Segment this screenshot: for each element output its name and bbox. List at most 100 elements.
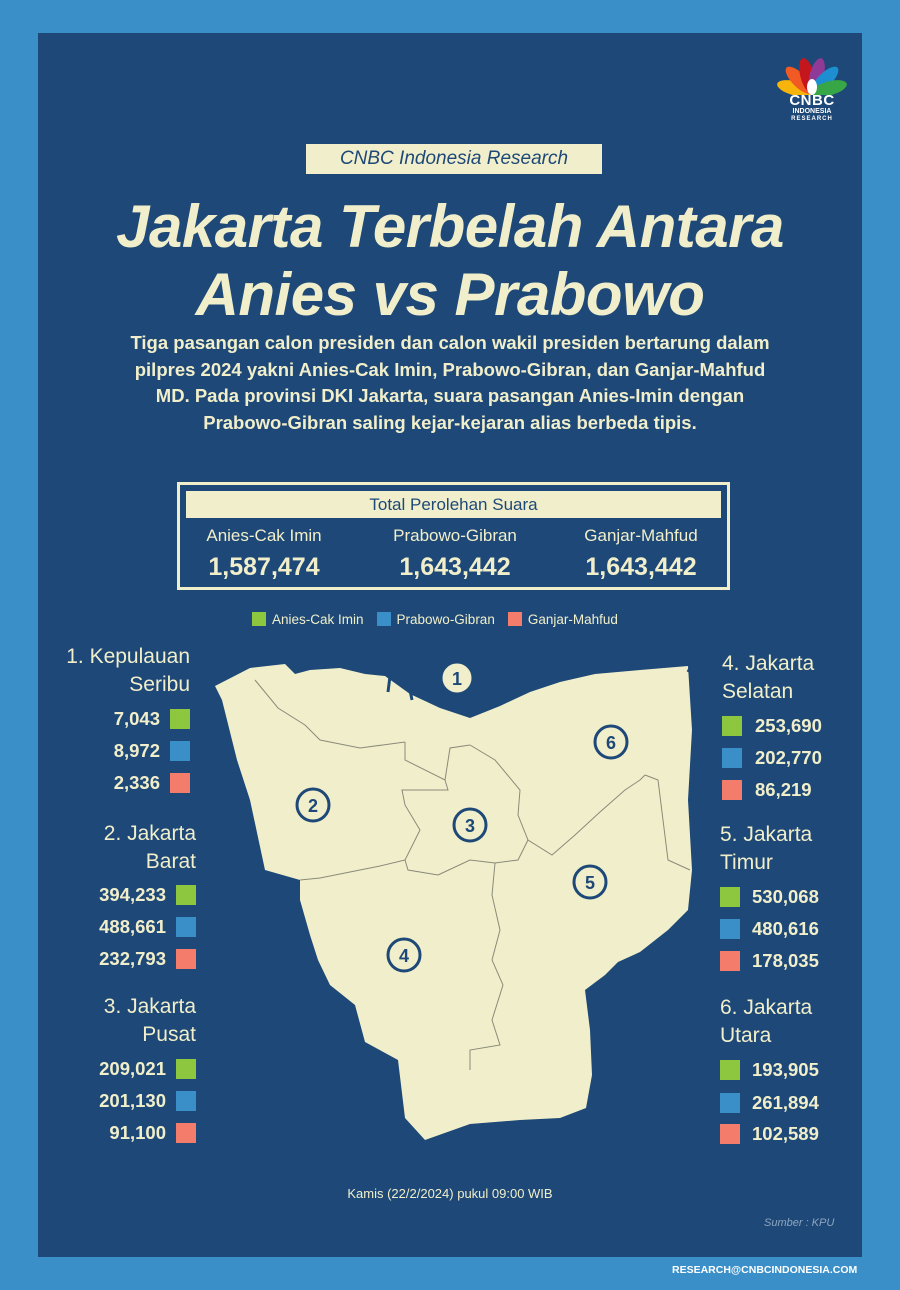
region-title: 5. Jakarta: [720, 823, 813, 846]
total-value: 1,643,442: [399, 553, 511, 581]
logo-text-indonesia: INDONESIA: [792, 108, 832, 115]
total-name: Anies-Cak Imin: [206, 526, 322, 545]
map-marker-4: [386, 937, 422, 973]
logo-text-research: RESEARCH: [791, 116, 833, 122]
region-value: 480,616: [752, 918, 819, 939]
swatch-blue: [176, 1091, 196, 1111]
region-value: 261,894: [752, 1092, 819, 1113]
region-title: 2. Jakarta: [103, 822, 196, 845]
region-value: 232,793: [99, 948, 166, 969]
swatch-red: [722, 780, 742, 800]
region-value: 530,068: [752, 886, 819, 907]
map-markers: [295, 660, 629, 973]
region-value: 178,035: [752, 950, 819, 971]
legend: Anies-Cak Imin Prabowo-Gibran Ganjar-Mah…: [252, 610, 631, 628]
region-title: 6. Jakarta: [720, 996, 813, 1019]
region-value: 86,219: [755, 779, 812, 800]
swatch-green: [176, 885, 196, 905]
region-jakarta-timur: 5. Jakarta Timur: [720, 821, 870, 877]
map-label-6: 6: [606, 733, 616, 753]
map-marker-6: [593, 724, 629, 760]
legend-swatch-green: [252, 612, 266, 626]
map-marker-3: [452, 807, 488, 843]
region-row-blue: 8,972: [60, 740, 190, 762]
region-row-green: 530,068: [720, 886, 860, 908]
region-value: 91,100: [109, 1122, 166, 1143]
region-row-green: 394,233: [60, 884, 196, 906]
region-title: Pusat: [142, 1023, 196, 1046]
region-title: Utara: [720, 1024, 772, 1047]
region-value: 202,770: [755, 747, 822, 768]
region-row-blue: 201,130: [60, 1090, 196, 1112]
region-jakarta-utara: 6. Jakarta Utara: [720, 994, 870, 1050]
total-value: 1,587,474: [208, 553, 320, 581]
region-row-red: 91,100: [60, 1122, 196, 1144]
total-prabowo: Prabowo-Gibran 1,643,442: [365, 525, 545, 583]
map-marker-1: [439, 660, 475, 696]
region-row-green: 7,043: [60, 708, 190, 730]
region-value: 7,043: [113, 708, 160, 729]
region-value: 8,972: [113, 740, 160, 761]
region-jakarta-selatan: 4. Jakarta Selatan: [722, 650, 872, 706]
swatch-red: [176, 949, 196, 969]
swatch-blue: [720, 919, 740, 939]
swatch-blue: [720, 1093, 740, 1113]
region-row-green: 193,905: [720, 1059, 860, 1081]
map-label-1: 1: [452, 669, 462, 689]
region-jakarta-pusat: 3. Jakarta Pusat: [40, 993, 196, 1049]
region-title: Selatan: [722, 680, 794, 703]
swatch-green: [722, 716, 742, 736]
swatch-green: [720, 1060, 740, 1080]
region-row-green: 253,690: [722, 715, 862, 737]
swatch-blue: [176, 917, 196, 937]
swatch-green: [176, 1059, 196, 1079]
region-value: 209,021: [99, 1058, 166, 1079]
coastline-detail: [386, 667, 692, 701]
swatch-blue: [170, 741, 190, 761]
map-marker-5: [572, 864, 608, 900]
map-marker-2: [295, 787, 331, 823]
swatch-red: [720, 1124, 740, 1144]
legend-item: Prabowo-Gibran: [376, 611, 495, 627]
legend-swatch-blue: [376, 612, 391, 626]
swatch-red: [170, 773, 190, 793]
legend-item: Ganjar-Mahfud: [507, 611, 618, 627]
swatch-green: [720, 887, 740, 907]
legend-label: Prabowo-Gibran: [396, 611, 495, 627]
region-row-red: 86,219: [722, 779, 862, 801]
total-value: 1,643,442: [585, 553, 697, 581]
region-value: 193,905: [752, 1059, 819, 1080]
description: Tiga pasangan calon presiden dan calon w…: [130, 332, 770, 433]
region-title: 4. Jakarta: [722, 652, 815, 675]
region-row-blue: 261,894: [720, 1092, 860, 1114]
legend-label: Ganjar-Mahfud: [527, 611, 618, 627]
source-note: Sumber : KPU: [764, 1217, 835, 1229]
jakarta-map-shape: [215, 664, 692, 1140]
total-name: Ganjar-Mahfud: [584, 526, 698, 545]
research-tag: CNBC Indonesia Research: [306, 144, 602, 174]
region-row-blue: 202,770: [722, 747, 862, 769]
region-value: 488,661: [99, 916, 166, 937]
region-title: Barat: [145, 850, 196, 873]
region-value: 394,233: [99, 884, 166, 905]
swatch-red: [176, 1123, 196, 1143]
totals-heading: Total Perolehan Suara: [186, 491, 721, 518]
region-row-red: 2,336: [60, 772, 190, 794]
region-value: 253,690: [755, 715, 822, 736]
total-name: Prabowo-Gibran: [393, 526, 517, 545]
swatch-red: [720, 951, 740, 971]
map-label-5: 5: [585, 873, 595, 893]
region-title: Seribu: [129, 673, 190, 696]
swatch-blue: [722, 748, 742, 768]
total-ganjar: Ganjar-Mahfud 1,643,442: [551, 525, 731, 583]
legend-label: Anies-Cak Imin: [272, 611, 364, 627]
cnbc-logo: CNBC INDONESIA RESEARCH: [776, 55, 848, 125]
swatch-green: [170, 709, 190, 729]
region-row-red: 232,793: [60, 948, 196, 970]
map-label-2: 2: [308, 796, 318, 816]
contact-email: RESEARCH@CNBCINDONESIA.COM: [672, 1264, 858, 1276]
district-borders: [254, 679, 691, 1070]
legend-swatch-red: [507, 612, 522, 626]
region-value: 201,130: [99, 1090, 166, 1111]
legend-item: Anies-Cak Imin: [252, 612, 364, 627]
